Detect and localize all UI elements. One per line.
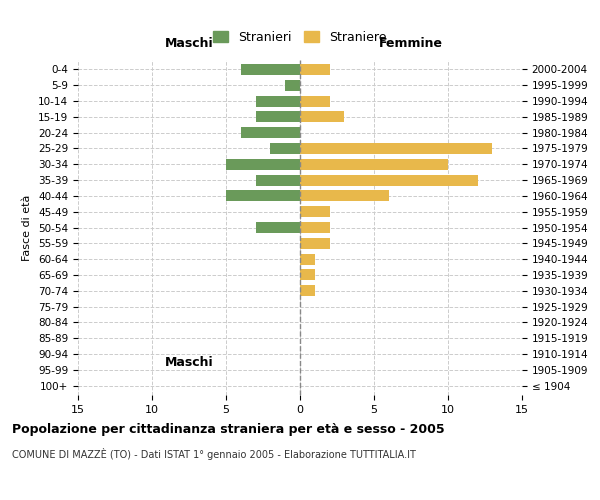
Y-axis label: Fasce di età: Fasce di età [22,194,32,260]
Bar [300,174,478,186]
Bar [300,190,389,202]
Bar [271,143,300,154]
Bar [226,190,300,202]
Bar [300,238,329,249]
Y-axis label: Anni di nascita: Anni di nascita [598,186,600,269]
Legend: Stranieri, Straniere: Stranieri, Straniere [208,26,392,49]
Bar [300,143,493,154]
Bar [256,174,300,186]
Bar [300,96,329,106]
Text: Femmine: Femmine [379,37,443,50]
Bar [300,270,315,280]
Text: Popolazione per cittadinanza straniera per età e sesso - 2005: Popolazione per cittadinanza straniera p… [12,422,445,436]
Bar [300,285,315,296]
Bar [300,64,329,75]
Bar [256,222,300,233]
Text: Maschi: Maschi [164,356,214,369]
Bar [256,112,300,122]
Bar [256,96,300,106]
Bar [241,64,300,75]
Bar [300,112,344,122]
Bar [300,254,315,264]
Text: COMUNE DI MAZZÈ (TO) - Dati ISTAT 1° gennaio 2005 - Elaborazione TUTTITALIA.IT: COMUNE DI MAZZÈ (TO) - Dati ISTAT 1° gen… [12,448,416,460]
Bar [226,159,300,170]
Bar [300,222,329,233]
Bar [300,206,329,217]
Bar [241,127,300,138]
Text: Maschi: Maschi [164,37,214,50]
Bar [285,80,300,91]
Bar [300,159,448,170]
